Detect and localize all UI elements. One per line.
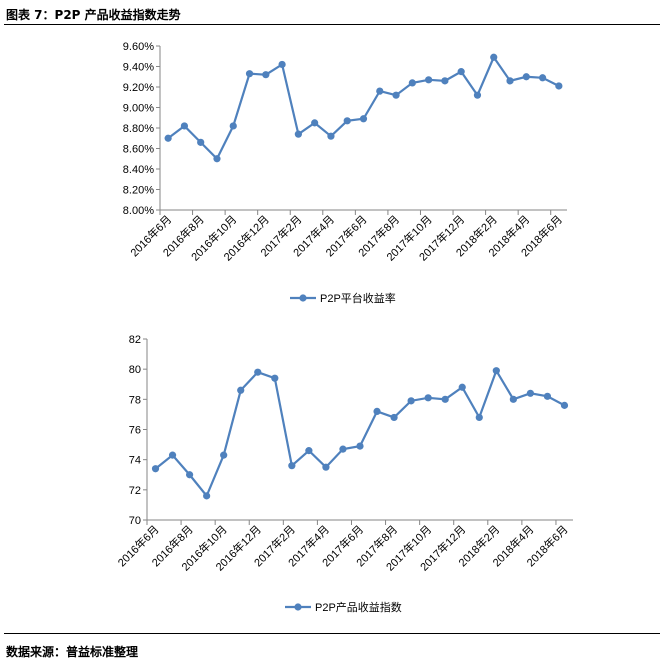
data-point — [180, 122, 189, 130]
data-point — [425, 76, 433, 84]
data-point — [311, 119, 319, 127]
data-point — [492, 367, 500, 375]
data-point — [506, 77, 514, 85]
data-point — [373, 407, 381, 415]
data-point — [522, 73, 530, 81]
data-point — [339, 445, 347, 453]
data-point — [560, 401, 569, 409]
data-point — [305, 447, 313, 455]
data-point — [229, 122, 237, 130]
data-point — [254, 368, 262, 376]
legend-marker — [294, 603, 302, 611]
data-point — [197, 138, 205, 146]
data-point — [424, 394, 432, 402]
y-tick-label: 9.00% — [123, 103, 154, 115]
data-point — [343, 117, 351, 125]
data-point — [327, 132, 335, 140]
data-point — [408, 79, 416, 87]
y-tick-label: 76 — [129, 425, 141, 437]
y-tick-label: 8.20% — [123, 185, 154, 197]
y-tick-label: 8.80% — [123, 123, 154, 135]
data-point — [164, 134, 172, 142]
data-point — [168, 451, 177, 459]
data-point — [359, 115, 368, 123]
data-point — [457, 68, 465, 76]
y-tick-label: 72 — [129, 485, 141, 497]
data-point — [473, 91, 482, 99]
data-point — [237, 386, 245, 394]
data-point — [220, 451, 228, 459]
data-point — [278, 60, 286, 69]
data-point — [288, 462, 296, 470]
data-point — [376, 87, 384, 95]
y-tick-label: 78 — [129, 394, 141, 406]
y-tick-label: 74 — [129, 455, 141, 467]
y-tick-label: 8.60% — [123, 144, 154, 156]
y-tick-label: 80 — [129, 364, 141, 376]
footer-divider — [4, 633, 660, 634]
figure-title: 图表 7：P2P 产品收益指数走势 — [6, 8, 181, 22]
data-point — [475, 413, 483, 422]
data-point — [441, 77, 449, 85]
data-point — [543, 392, 552, 400]
series-line — [154, 368, 565, 498]
y-tick-label: 8.00% — [123, 205, 154, 217]
data-point — [262, 71, 270, 79]
data-point — [271, 374, 279, 382]
title-divider — [4, 24, 660, 25]
data-point — [322, 463, 330, 471]
legend-label: P2P产品收益指数 — [315, 600, 402, 614]
data-point — [392, 91, 400, 99]
data-point — [490, 53, 498, 61]
data-point — [538, 74, 547, 82]
data-point — [213, 155, 221, 163]
data-point — [407, 397, 415, 405]
data-point — [203, 492, 211, 500]
data-point — [356, 442, 364, 450]
data-point — [458, 383, 466, 391]
data-point — [390, 413, 398, 422]
data-point — [555, 82, 563, 90]
data-point — [526, 389, 535, 397]
data-point — [245, 70, 254, 78]
series-line — [167, 55, 560, 161]
y-tick-label: 9.40% — [123, 62, 154, 74]
data-point — [151, 465, 160, 473]
data-point — [441, 395, 449, 403]
y-tick-label: 9.20% — [123, 82, 154, 94]
data-point — [186, 471, 194, 479]
y-tick-label: 82 — [129, 334, 141, 346]
legend-marker — [299, 294, 307, 302]
data-point — [294, 130, 302, 138]
data-source: 数据来源：普益标准整理 — [6, 645, 139, 659]
legend-label: P2P平台收益率 — [320, 291, 396, 305]
data-point — [509, 395, 517, 403]
y-tick-label: 9.60% — [123, 41, 154, 53]
y-tick-label: 70 — [129, 515, 141, 527]
y-tick-label: 8.40% — [123, 164, 154, 176]
